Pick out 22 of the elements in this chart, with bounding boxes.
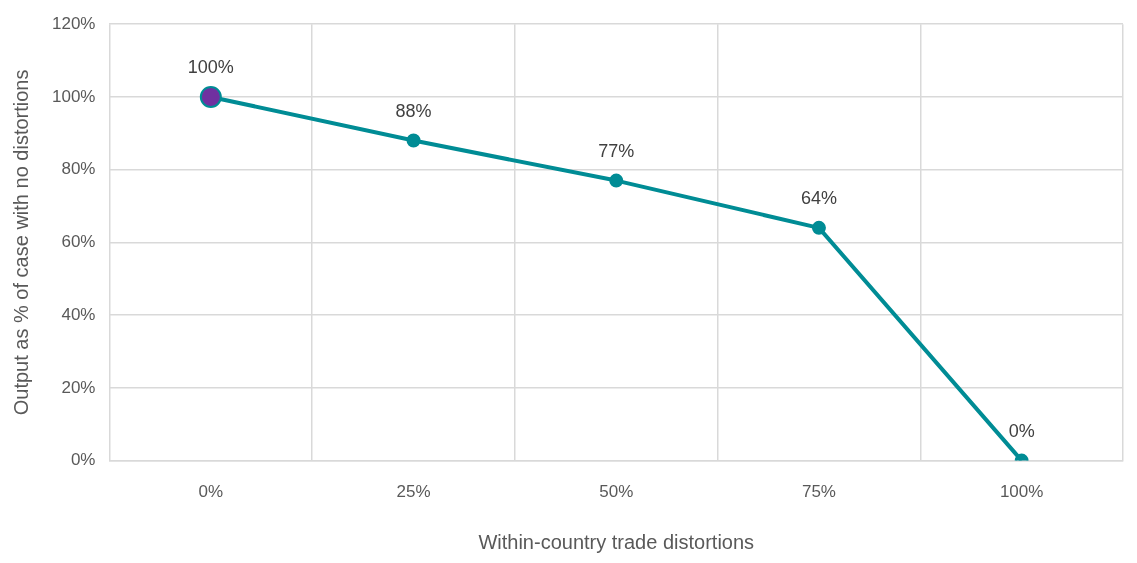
y-tick-label: 60%: [61, 232, 96, 252]
y-tick-label: 40%: [61, 304, 96, 324]
x-tick-label: 50%: [599, 482, 634, 502]
x-tick-label: 25%: [396, 482, 431, 502]
data-label: 64%: [800, 187, 837, 208]
y-tick-label: 80%: [61, 159, 96, 179]
data-label: 0%: [1008, 420, 1035, 441]
data-label: 100%: [187, 56, 234, 77]
y-tick-label: 0%: [70, 450, 96, 470]
data-label: 77%: [598, 140, 635, 161]
point: [811, 220, 826, 235]
y-tick-label: 100%: [52, 86, 96, 106]
data-label: 88%: [395, 100, 432, 121]
y-axis-title: Output as % of case with no distortions: [9, 69, 32, 416]
x-axis-title: Within-country trade distortions: [478, 530, 755, 553]
y-tick-label: 120%: [52, 13, 96, 33]
x-tick-label: 0%: [198, 482, 224, 502]
x-tick-label: 75%: [801, 482, 836, 502]
x-tick-label: 100%: [999, 482, 1044, 502]
y-tick-label: 20%: [61, 377, 96, 397]
point: [609, 173, 624, 188]
point: [406, 133, 421, 148]
